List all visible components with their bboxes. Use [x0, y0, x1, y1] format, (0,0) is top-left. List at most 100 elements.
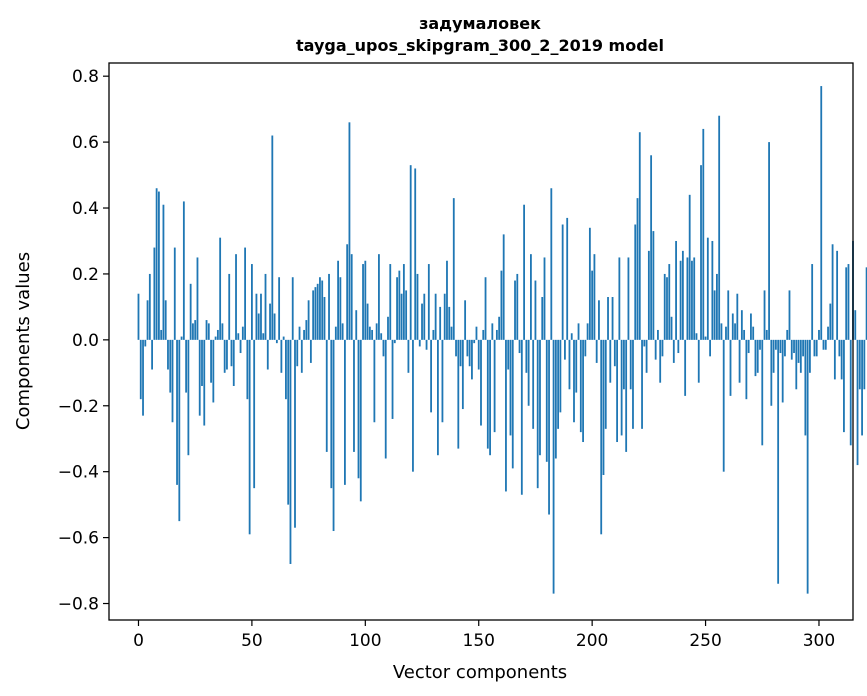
- bar: [246, 339, 249, 400]
- bar: [509, 339, 512, 436]
- bar: [604, 339, 607, 429]
- bar: [518, 339, 521, 354]
- bar: [738, 339, 741, 383]
- bar: [843, 339, 845, 433]
- bar: [359, 339, 362, 502]
- bar: [600, 339, 603, 535]
- bar: [856, 339, 859, 466]
- bar: [611, 297, 614, 340]
- bar: [559, 339, 562, 413]
- bar: [362, 264, 364, 340]
- bar: [416, 273, 419, 340]
- bar: [391, 339, 394, 419]
- bar: [598, 300, 600, 340]
- bar: [498, 316, 501, 340]
- x-tick-label: 250: [689, 631, 721, 651]
- bar: [457, 339, 460, 449]
- bar: [459, 339, 462, 367]
- bar: [623, 339, 625, 390]
- bar: [743, 329, 746, 340]
- x-tick-label: 100: [349, 631, 381, 651]
- bar: [210, 339, 212, 383]
- bar: [729, 339, 732, 396]
- x-tick-label: 50: [241, 631, 263, 651]
- bar: [706, 237, 709, 340]
- x-axis-label: Vector components: [393, 662, 567, 683]
- bar: [591, 270, 594, 340]
- bar: [695, 333, 698, 340]
- bar: [264, 273, 267, 340]
- bar: [702, 128, 705, 340]
- y-tick-label: −0.6: [58, 529, 99, 549]
- bar: [763, 290, 766, 340]
- bar: [412, 339, 414, 472]
- bar: [282, 336, 285, 340]
- bar: [700, 165, 702, 340]
- bar: [389, 264, 392, 340]
- bar: [718, 115, 721, 340]
- bar: [865, 267, 867, 340]
- bar: [443, 293, 446, 340]
- bar: [346, 244, 349, 340]
- x-tick-label: 150: [463, 631, 495, 651]
- bar: [323, 297, 326, 340]
- bar: [586, 323, 589, 340]
- bar: [550, 188, 553, 340]
- bar: [507, 339, 510, 370]
- bar: [212, 339, 215, 403]
- bar: [625, 339, 628, 452]
- bar: [344, 339, 346, 485]
- bar: [573, 339, 575, 423]
- bar: [350, 254, 353, 340]
- bar: [162, 204, 165, 340]
- bar: [829, 303, 832, 340]
- bar: [557, 339, 560, 429]
- bar: [278, 277, 281, 340]
- bar: [772, 339, 775, 373]
- bar: [645, 339, 648, 373]
- bar: [325, 339, 328, 452]
- bar: [686, 257, 689, 340]
- bar: [552, 339, 555, 594]
- bar: [827, 326, 829, 340]
- bar: [489, 339, 491, 456]
- bar: [232, 339, 235, 386]
- bar: [244, 247, 246, 340]
- bar: [257, 313, 260, 340]
- bar: [845, 267, 848, 340]
- bar: [505, 339, 507, 492]
- bar: [849, 339, 852, 446]
- bar: [223, 339, 226, 373]
- bar: [516, 273, 519, 340]
- bar: [201, 339, 203, 386]
- bar: [661, 339, 664, 357]
- y-axis-label: Components values: [13, 252, 34, 430]
- bar: [207, 323, 210, 340]
- bar: [511, 339, 514, 469]
- bar: [797, 339, 800, 363]
- bar: [334, 326, 337, 340]
- bar: [634, 224, 637, 340]
- bar: [446, 260, 448, 340]
- y-tick-label: −0.8: [58, 595, 99, 615]
- bar: [312, 290, 315, 340]
- bar: [647, 250, 650, 340]
- bar: [216, 329, 219, 340]
- bar: [405, 290, 408, 340]
- bar: [219, 237, 222, 340]
- bar: [384, 339, 387, 459]
- bar: [523, 204, 525, 340]
- bar: [765, 329, 768, 340]
- bar: [269, 303, 271, 340]
- plot-frame: [108, 62, 854, 621]
- bar-series: [137, 86, 867, 594]
- bar: [300, 339, 303, 373]
- y-tick-label: 0.2: [72, 265, 99, 285]
- bar: [328, 273, 330, 340]
- bar: [802, 339, 804, 357]
- y-tick-label: 0.0: [72, 331, 99, 351]
- bar: [237, 333, 240, 340]
- bar: [228, 273, 231, 340]
- bar: [155, 188, 158, 340]
- bar: [684, 339, 687, 396]
